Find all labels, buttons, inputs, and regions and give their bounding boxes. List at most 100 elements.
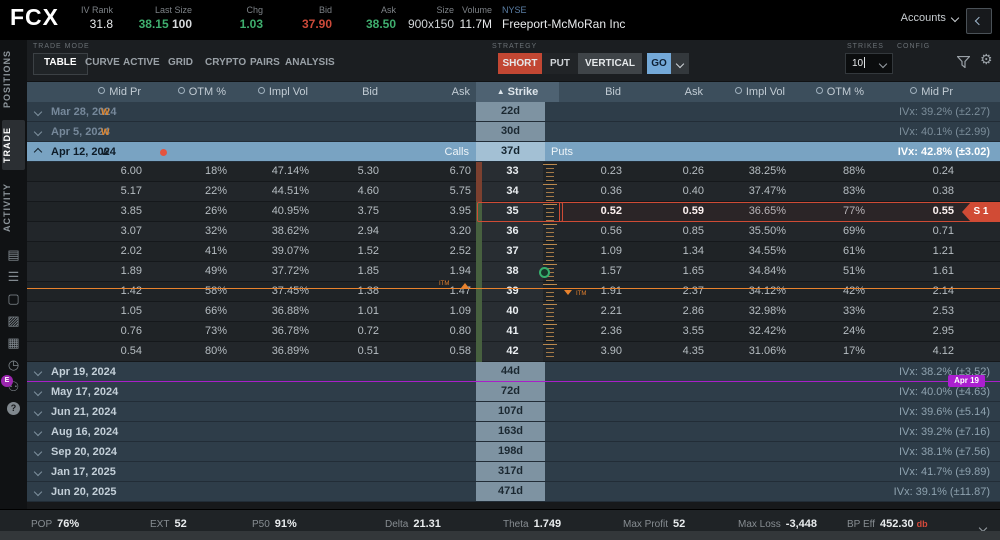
put-ask[interactable]: 2.37 — [682, 285, 704, 297]
put-bid[interactable]: 2.21 — [600, 305, 622, 317]
call-ask[interactable]: 0.58 — [449, 345, 471, 357]
strike: 36 — [482, 222, 543, 242]
put-ask[interactable]: 1.65 — [682, 265, 704, 277]
stat-volume: Volume 11.7M — [459, 5, 492, 31]
price-marker-down-icon — [564, 290, 572, 295]
watchlist-icon[interactable]: ▢ — [7, 291, 20, 306]
expiration-row[interactable]: Mar 28, 2024 W 22d IVx: 39.2% (±2.27) — [27, 102, 1000, 122]
put-ask[interactable]: 1.34 — [682, 245, 704, 257]
call-ask[interactable]: 3.20 — [449, 225, 471, 237]
call-ask[interactable]: 5.75 — [449, 185, 471, 197]
col-strike[interactable]: ▲ Strike — [476, 82, 559, 102]
expiration-row[interactable]: Apr 19, 2024 44d IVx: 38.2% (±3.52) Apr … — [27, 362, 1000, 387]
gear-icon[interactable]: ⚙ — [980, 51, 993, 67]
go-button[interactable]: GO — [647, 53, 671, 74]
put-bid[interactable]: 1.57 — [600, 265, 622, 277]
col-put-ask[interactable]: Ask — [684, 86, 703, 98]
call-bid[interactable]: 1.38 — [357, 285, 379, 297]
expiration-row[interactable]: Sep 20, 2024 198d IVx: 38.1% (±7.56) — [27, 442, 1000, 462]
history-icon[interactable]: ◷ — [7, 357, 20, 372]
col-call-mid[interactable]: Mid Pr — [27, 82, 147, 102]
call-bid[interactable]: 1.85 — [357, 265, 379, 277]
expiration-row[interactable]: Jan 17, 2025 317d IVx: 41.7% (±9.89) — [27, 462, 1000, 482]
col-put-mid[interactable]: Mid Pr — [870, 82, 959, 102]
put-ask[interactable]: 0.40 — [682, 185, 704, 197]
call-bid[interactable]: 0.72 — [357, 325, 379, 337]
strike: 41 — [482, 322, 543, 342]
col-call-iv[interactable]: Impl Vol — [232, 82, 314, 102]
put-ask[interactable]: 3.55 — [682, 325, 704, 337]
expiration-row[interactable]: Jun 20, 2025 471d IVx: 39.1% (±11.87) — [27, 482, 1000, 502]
call-bid[interactable]: 1.01 — [357, 305, 379, 317]
put-mid: 2.95 — [932, 325, 954, 337]
expiration-row[interactable]: Jun 21, 2024 107d IVx: 39.6% (±5.14) — [27, 402, 1000, 422]
tab-grid[interactable]: GRID — [168, 57, 193, 68]
symbol-ticker[interactable]: FCX — [10, 4, 59, 30]
orders-list-icon[interactable]: ☰ — [7, 269, 20, 284]
social-icon[interactable]: ⚇ — [7, 379, 20, 394]
put-bid[interactable]: 0.36 — [600, 185, 622, 197]
put-ask[interactable]: 0.85 — [682, 225, 704, 237]
call-ask[interactable]: 6.70 — [449, 165, 471, 177]
call-iv: 39.07% — [271, 245, 309, 257]
col-call-otm[interactable]: OTM % — [147, 82, 232, 102]
put-bid[interactable]: 0.56 — [600, 225, 622, 237]
call-ask[interactable]: 1.94 — [449, 265, 471, 277]
col-call-bid[interactable]: Bid — [362, 86, 378, 98]
call-ask[interactable]: 1.09 — [449, 305, 471, 317]
strategy-side-button[interactable]: SHORT — [498, 53, 542, 74]
accounts-dropdown[interactable]: Accounts — [901, 12, 960, 24]
tab-curve[interactable]: CURVE — [85, 57, 120, 68]
tab-table[interactable]: TABLE — [33, 53, 88, 75]
put-bid[interactable]: 0.23 — [600, 165, 622, 177]
chevron-down-icon — [878, 59, 888, 69]
curve-analysis-icon[interactable]: ▨ — [7, 313, 20, 328]
call-ask[interactable]: 3.95 — [449, 205, 471, 217]
put-ask[interactable]: 0.59 — [682, 205, 704, 217]
call-ask[interactable]: 0.80 — [449, 325, 471, 337]
col-put-bid[interactable]: Bid — [605, 86, 621, 98]
collapse-panel-button[interactable] — [966, 8, 992, 34]
call-bid[interactable]: 2.94 — [357, 225, 379, 237]
tab-crypto[interactable]: CRYPTO — [205, 57, 247, 68]
put-ask[interactable]: 0.26 — [682, 165, 704, 177]
strategy-shape-button[interactable]: VERTICAL — [578, 53, 642, 74]
help-icon[interactable]: ? — [7, 402, 20, 415]
strikes-input[interactable]: 10 — [845, 53, 893, 74]
expiration-row[interactable]: Aug 16, 2024 163d IVx: 39.2% (±7.16) — [27, 422, 1000, 442]
call-bid[interactable]: 0.51 — [357, 345, 379, 357]
put-bid[interactable]: 2.36 — [600, 325, 622, 337]
journal-icon[interactable]: ▤ — [7, 247, 20, 262]
expiration-row-expanded[interactable]: Apr 12, 2024 W Calls 37d Puts IVx: 42.8%… — [27, 142, 1000, 162]
grid-icon[interactable]: ▦ — [7, 335, 20, 350]
expiration-row[interactable]: May 17, 2024 72d IVx: 40.0% (±4.63) — [27, 382, 1000, 402]
call-bid[interactable]: 3.75 — [357, 205, 379, 217]
company-name: Freeport-McMoRan Inc — [502, 17, 626, 31]
sidebar-tab-positions[interactable]: POSITIONS — [2, 49, 12, 108]
sidebar-tab-trade[interactable]: TRADE — [2, 120, 25, 170]
filter-icon[interactable] — [956, 55, 971, 73]
put-bid[interactable]: 3.90 — [600, 345, 622, 357]
short-position-badge[interactable]: S 1 — [962, 202, 1000, 222]
sidebar-tab-activity[interactable]: ACTIVITY — [2, 182, 12, 232]
col-put-iv[interactable]: Impl Vol — [709, 82, 791, 102]
chevron-down-icon — [950, 13, 960, 23]
call-ask[interactable]: 2.52 — [449, 245, 471, 257]
call-bid[interactable]: 4.60 — [357, 185, 379, 197]
strategy-type-button[interactable]: PUT — [542, 53, 578, 74]
col-call-ask[interactable]: Ask — [451, 86, 470, 98]
tab-active[interactable]: ACTIVE — [123, 57, 160, 68]
call-bid[interactable]: 1.52 — [357, 245, 379, 257]
strike: 42 — [482, 342, 543, 362]
chain-row-41: 0.76 73% 36.78% 0.72 0.80 41 2.36 3.55 32.42% 2… — [27, 322, 1000, 342]
put-ask[interactable]: 4.35 — [682, 345, 704, 357]
put-ask[interactable]: 2.86 — [682, 305, 704, 317]
col-put-otm[interactable]: OTM % — [791, 82, 870, 102]
tab-pairs[interactable]: PAIRS — [250, 57, 280, 68]
put-bid[interactable]: 1.09 — [600, 245, 622, 257]
put-bid[interactable]: 0.52 — [600, 205, 622, 217]
tab-analysis[interactable]: ANALYSIS — [285, 57, 335, 68]
call-bid[interactable]: 5.30 — [357, 165, 379, 177]
go-dropdown-button[interactable] — [671, 53, 689, 74]
expiration-row[interactable]: Apr 5, 2024 W 30d IVx: 40.1% (±2.99) — [27, 122, 1000, 142]
